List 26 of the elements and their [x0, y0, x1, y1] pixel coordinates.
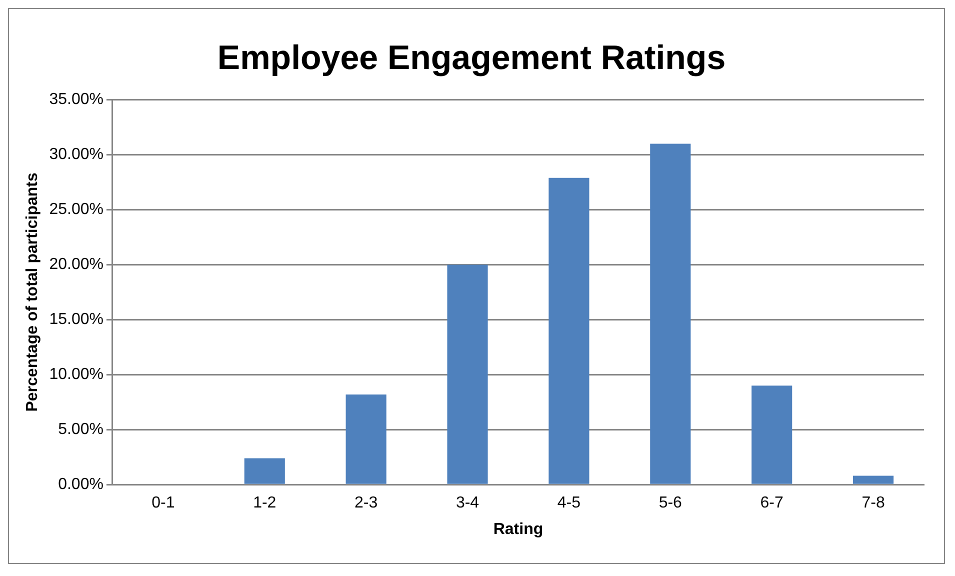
- bar: [346, 394, 386, 484]
- bar: [650, 144, 691, 484]
- y-tick-label: 15.00%: [49, 311, 104, 328]
- x-tick-label: 2-3: [354, 494, 378, 512]
- bar: [548, 178, 590, 484]
- bar: [447, 264, 488, 484]
- y-tick-label: 20.00%: [49, 256, 104, 274]
- chart-title: Employee Engagement Ratings: [217, 38, 726, 77]
- bar: [244, 458, 285, 484]
- x-tick-label: 1-2: [253, 494, 276, 512]
- y-tick-label: 25.00%: [49, 201, 104, 218]
- x-tick-label: 0-1: [152, 494, 175, 512]
- x-tick-label: 5-6: [658, 494, 682, 512]
- x-axis-title: Rating: [493, 520, 544, 538]
- bar: [852, 476, 894, 484]
- y-tick-label: 5.00%: [58, 421, 104, 438]
- bar: [752, 386, 792, 484]
- y-tick-label: 30.00%: [49, 146, 104, 164]
- x-tick-label: 7-8: [862, 494, 885, 512]
- x-tick-label: 6-7: [760, 494, 784, 512]
- y-tick-label: 35.00%: [49, 91, 104, 108]
- x-tick-label: 4-5: [557, 494, 581, 512]
- y-tick-label: 10.00%: [49, 366, 104, 384]
- y-tick-label: 0.00%: [58, 476, 104, 494]
- x-tick-label: 3-4: [456, 494, 480, 512]
- y-axis-title: Percentage of total participants: [24, 172, 42, 412]
